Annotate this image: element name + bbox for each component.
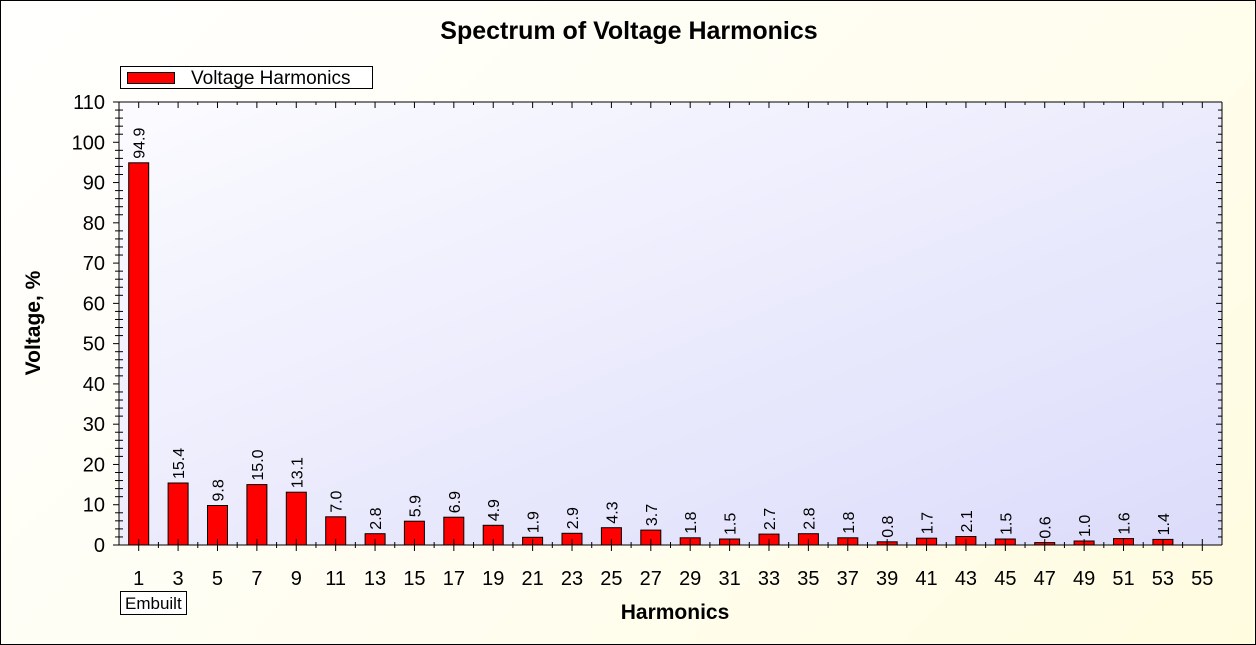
bar-value-label: 15.4 xyxy=(171,448,188,479)
bar-value-label: 4.3 xyxy=(604,501,621,523)
bar-value-label: 1.8 xyxy=(841,511,858,533)
x-tick-label: 3 xyxy=(173,568,184,590)
x-tick-label: 5 xyxy=(212,568,223,590)
x-tick-label: 41 xyxy=(915,568,937,590)
x-tick-label: 1 xyxy=(133,568,144,590)
bar-value-label: 3.7 xyxy=(644,504,661,526)
bar-value-label: 13.1 xyxy=(289,457,306,488)
y-tick-label: 30 xyxy=(83,414,105,436)
x-tick-label: 15 xyxy=(403,568,425,590)
bar xyxy=(167,482,189,546)
x-tick-label: 45 xyxy=(994,568,1016,590)
x-tick-label: 29 xyxy=(679,568,701,590)
x-tick-label: 35 xyxy=(797,568,819,590)
x-tick-label: 37 xyxy=(837,568,859,590)
x-tick-label: 7 xyxy=(251,568,262,590)
x-tick-label: 53 xyxy=(1152,568,1174,590)
bar xyxy=(128,162,150,546)
plot-fill xyxy=(119,102,1222,545)
x-tick-label: 11 xyxy=(325,568,346,590)
bar-value-label: 1.9 xyxy=(526,511,543,533)
x-tick-label: 49 xyxy=(1073,568,1095,590)
x-tick-label: 43 xyxy=(955,568,977,590)
legend-swatch-icon xyxy=(127,72,175,84)
x-tick-label: 25 xyxy=(600,568,622,590)
bar-value-label: 94.9 xyxy=(132,128,149,159)
bar-value-label: 15.0 xyxy=(250,449,267,480)
x-tick-label: 21 xyxy=(522,568,544,590)
x-tick-label: 33 xyxy=(758,568,780,590)
y-tick-label: 40 xyxy=(83,374,105,396)
bar-value-label: 5.9 xyxy=(407,495,424,517)
bar-value-label: 2.1 xyxy=(959,510,976,532)
x-tick-label: 17 xyxy=(443,568,465,590)
bar xyxy=(246,484,268,546)
x-tick-label: 51 xyxy=(1112,568,1134,590)
bar-value-labels: 94.9 15.4 9.8 15.0 13.1 7.0 2.8 5.9 6.9 4.9 1.9 2.9… xyxy=(132,128,1173,539)
bar-value-label: 2.8 xyxy=(368,507,385,529)
bar xyxy=(285,491,307,546)
bar-value-label: 2.7 xyxy=(762,508,779,530)
bar-value-label: 1.6 xyxy=(1117,512,1134,534)
bar-value-label: 2.9 xyxy=(565,507,582,529)
y-tick-label: 20 xyxy=(83,454,105,476)
y-tick-label: 110 xyxy=(73,92,105,114)
bar-value-label: 7.0 xyxy=(329,490,346,512)
bar-value-label: 2.8 xyxy=(801,507,818,529)
bar-value-label: 0.6 xyxy=(1038,516,1055,538)
x-tick-label: 19 xyxy=(482,568,504,590)
y-tick-label: 80 xyxy=(83,213,105,235)
y-tick-label: 50 xyxy=(83,334,105,356)
y-tick-label: 10 xyxy=(83,495,105,517)
x-tick-label: 55 xyxy=(1191,568,1213,590)
y-tick-label: 60 xyxy=(83,293,105,315)
x-axis-label: Harmonics xyxy=(620,601,730,624)
x-tick-label: 31 xyxy=(718,568,740,590)
bar-value-label: 1.0 xyxy=(1077,515,1094,537)
bar-value-label: 1.7 xyxy=(920,512,937,534)
y-tick-label: 100 xyxy=(72,132,105,154)
bar-value-label: 1.4 xyxy=(1156,513,1173,535)
bar-value-label: 1.8 xyxy=(683,511,700,533)
chart-title: Spectrum of Voltage Harmonics xyxy=(440,17,818,45)
bar-value-label: 1.5 xyxy=(998,513,1015,535)
x-tick-label: 47 xyxy=(1034,568,1056,590)
bar-value-label: 6.9 xyxy=(447,491,464,513)
bar-value-label: 0.8 xyxy=(880,515,897,537)
embuilt-badge: Embuilt xyxy=(120,591,187,615)
x-tick-label: 9 xyxy=(291,568,302,590)
y-tick-label: 70 xyxy=(83,253,105,275)
bar-value-label: 1.5 xyxy=(723,513,740,535)
bar-value-label: 9.8 xyxy=(211,479,228,501)
y-tick-label: 90 xyxy=(83,173,105,195)
x-tick-label: 27 xyxy=(640,568,662,590)
x-tick-label: 39 xyxy=(876,568,898,590)
legend: Voltage Harmonics xyxy=(120,66,373,89)
bar-value-label: 4.9 xyxy=(486,499,503,521)
y-tick-label: 0 xyxy=(94,535,105,557)
x-tick-label: 23 xyxy=(561,568,583,590)
legend-label: Voltage Harmonics xyxy=(191,68,351,89)
x-tick-label: 13 xyxy=(364,568,386,590)
plot-background xyxy=(119,102,1222,545)
